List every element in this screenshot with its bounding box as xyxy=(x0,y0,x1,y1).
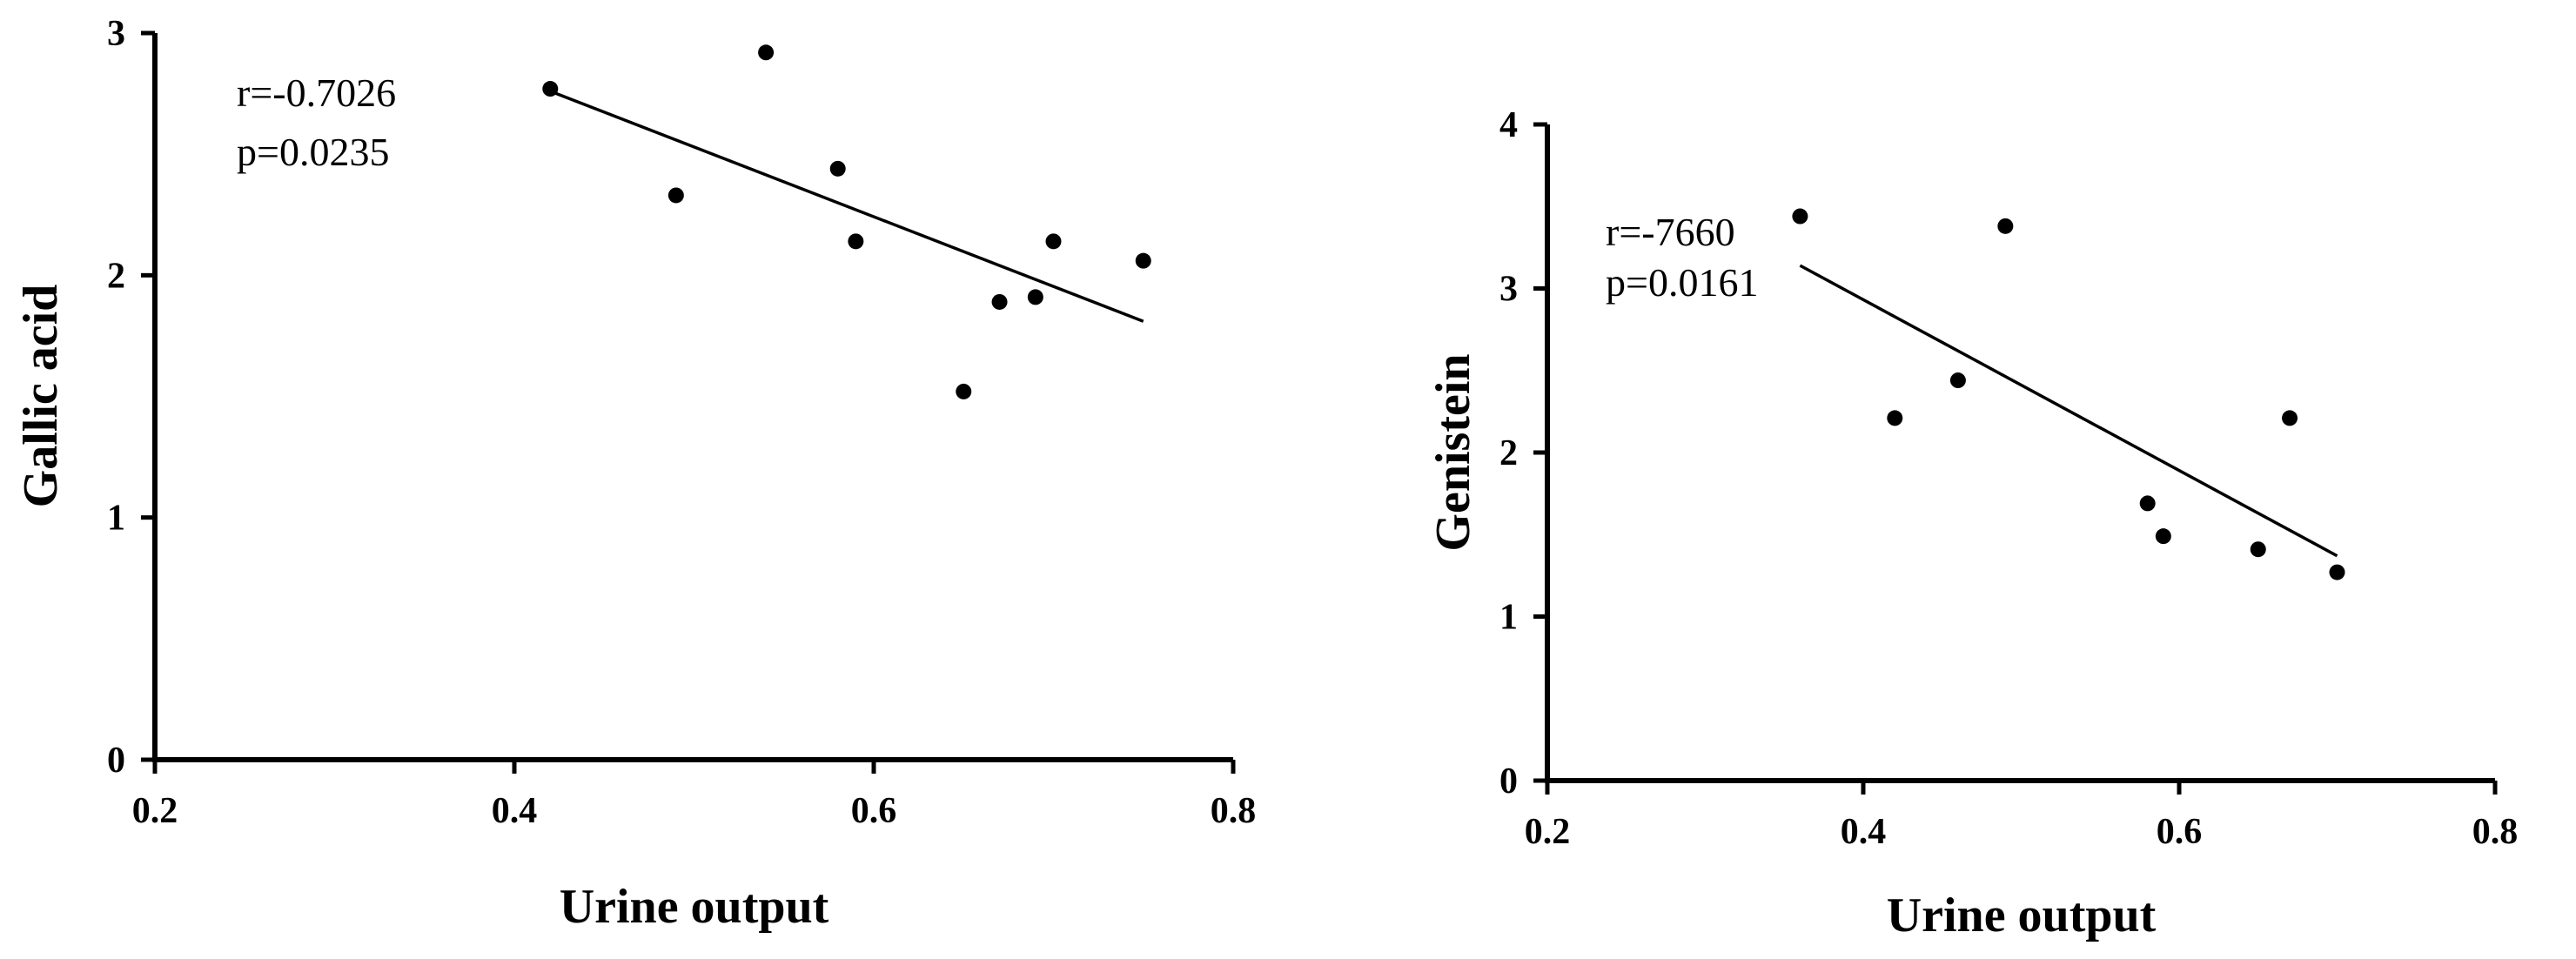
data-point xyxy=(1027,289,1043,305)
correlation-r-label: r=-7660 xyxy=(1606,210,1735,254)
data-point xyxy=(1887,410,1903,426)
x-tick-label: 0.4 xyxy=(1841,812,1887,852)
data-point xyxy=(1045,233,1062,250)
x-tick-label: 0.6 xyxy=(2157,812,2203,852)
p-value-label: p=0.0235 xyxy=(237,130,389,174)
x-tick-label: 0.2 xyxy=(1525,812,1571,852)
data-point xyxy=(2155,528,2171,545)
y-tick-label: 0 xyxy=(1499,761,1518,801)
y-tick-label: 3 xyxy=(107,14,125,54)
data-point xyxy=(1135,252,1151,269)
x-tick-label: 0.6 xyxy=(851,791,897,831)
y-tick-label: 4 xyxy=(1499,105,1518,145)
x-tick-label: 0.8 xyxy=(1211,791,1257,831)
y-tick-label: 3 xyxy=(1499,270,1518,310)
x-tick-label: 0.4 xyxy=(492,791,538,831)
y-tick-label: 1 xyxy=(107,499,125,539)
chart-genistein: 0.2 0.4 0.6 0.8 0 1 2 3 4 Urine output Genistein r=… xyxy=(1426,105,2518,942)
chart-gallic-acid: 0.2 0.4 0.6 0.8 0 1 2 3 Urine output Gallic acid r… xyxy=(14,14,1256,934)
data-point xyxy=(2250,541,2266,558)
y-axis-title: Genistein xyxy=(1426,353,1480,551)
data-point xyxy=(829,160,846,177)
x-axis-title: Urine output xyxy=(560,880,829,934)
regression-line xyxy=(1799,264,2338,558)
y-tick-label: 1 xyxy=(1499,598,1518,638)
data-point xyxy=(848,233,864,250)
data-point xyxy=(2139,495,2156,512)
data-point xyxy=(1949,372,1966,389)
data-point xyxy=(667,187,684,204)
data-point xyxy=(2282,410,2298,426)
x-tick-label: 0.2 xyxy=(132,791,178,831)
data-point xyxy=(758,44,775,61)
data-point xyxy=(542,81,559,97)
data-point xyxy=(991,293,1008,310)
y-tick-label: 2 xyxy=(1499,433,1518,473)
data-point xyxy=(2329,564,2345,580)
y-tick-label: 2 xyxy=(107,256,125,296)
data-point xyxy=(1997,218,2014,234)
correlation-r-label: r=-0.7026 xyxy=(237,70,396,115)
x-tick-label: 0.8 xyxy=(2472,812,2519,852)
y-tick-label: 0 xyxy=(107,741,125,781)
regression-line xyxy=(549,90,1144,323)
data-point xyxy=(956,383,972,399)
p-value-label: p=0.0161 xyxy=(1606,260,1758,305)
x-axis-title: Urine output xyxy=(1887,889,2157,942)
y-axis-title: Gallic acid xyxy=(14,285,68,508)
data-point xyxy=(1792,208,1808,225)
